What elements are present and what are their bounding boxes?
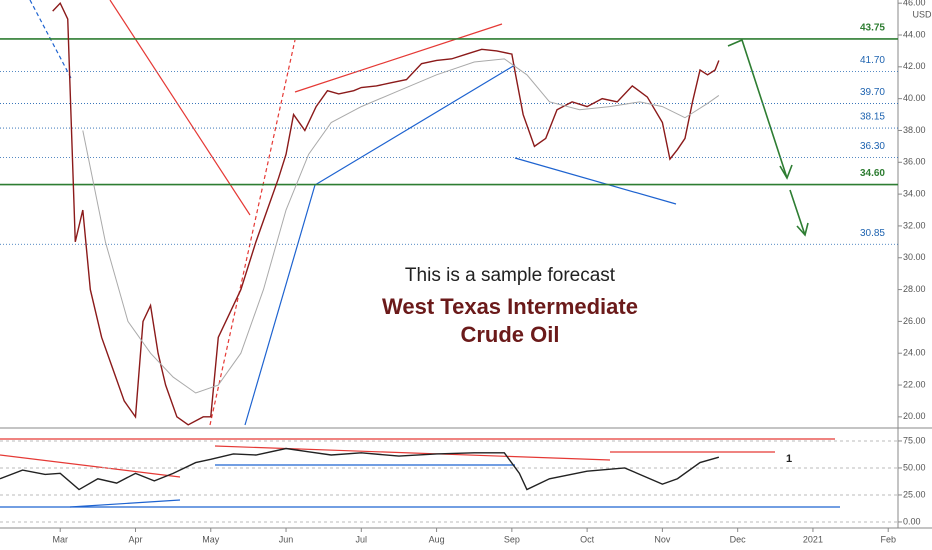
y-tick-label: 28.00: [903, 284, 926, 294]
currency-label: USD: [912, 9, 932, 19]
x-tick-label: Nov: [654, 534, 671, 544]
x-tick-label: Aug: [429, 534, 445, 544]
y-tick-label: 46.00: [903, 0, 926, 8]
trend-line: [514, 157, 677, 205]
y-tick-label: 22.00: [903, 379, 926, 389]
trend-line: [69, 499, 181, 508]
trend-line: [109, 0, 251, 216]
drawings: [0, 0, 840, 508]
level-label: 38.15: [860, 112, 885, 123]
x-tick-label: Mar: [52, 534, 68, 544]
y-tick-label: 36.00: [903, 157, 926, 167]
y-tick-label: 50.00: [903, 462, 926, 472]
x-tick-label: Feb: [880, 534, 896, 544]
series-line: [52, 1, 720, 426]
level-label: 41.70: [860, 55, 885, 66]
x-tick-label: 2021: [803, 534, 823, 544]
y-tick-label: 25.00: [903, 489, 926, 499]
level-label: 30.85: [860, 228, 885, 239]
y-tick-label: 34.00: [903, 188, 926, 198]
y-tick-label: 30.00: [903, 252, 926, 262]
x-tick-label: Apr: [128, 534, 142, 544]
annotation: This is a sample forecast: [405, 265, 616, 286]
trend-line: [294, 23, 503, 93]
forecast-arrow: [789, 189, 806, 236]
x-tick-label: Jul: [356, 534, 368, 544]
series-line: [0, 447, 720, 491]
trend-line: [29, 0, 73, 81]
x-tick-label: May: [202, 534, 220, 544]
trend-line: [214, 445, 611, 461]
level-label: 39.70: [860, 87, 885, 98]
y-tick-label: 38.00: [903, 125, 926, 135]
level-label: 36.30: [860, 141, 885, 152]
y-tick-label: 26.00: [903, 316, 926, 326]
y-tick-label: 75.00: [903, 435, 926, 445]
forecast-arrow: [727, 38, 788, 179]
y-tick-label: 40.00: [903, 93, 926, 103]
arrow-head: [796, 222, 809, 237]
x-tick-label: Sep: [504, 534, 520, 544]
y-tick-label: 44.00: [903, 29, 926, 39]
y-tick-label: 42.00: [903, 61, 926, 71]
y-tick-label: 24.00: [903, 348, 926, 358]
annotation: Crude Oil: [460, 322, 559, 347]
annotation: 1: [786, 453, 792, 465]
annotation: West Texas Intermediate: [382, 294, 638, 319]
y-tick-label: 32.00: [903, 220, 926, 230]
y-tick-label: 20.00: [903, 411, 926, 421]
x-tick-label: Oct: [580, 534, 595, 544]
level-label: 43.75: [860, 23, 885, 34]
y-tick-label: 0.00: [903, 516, 921, 526]
level-label: 34.60: [860, 168, 885, 179]
x-tick-label: Jun: [279, 534, 294, 544]
series-line: [82, 58, 720, 394]
x-tick-label: Dec: [730, 534, 747, 544]
arrow-head: [779, 164, 793, 180]
trend-line: [209, 39, 296, 426]
trend-line: [0, 454, 181, 478]
